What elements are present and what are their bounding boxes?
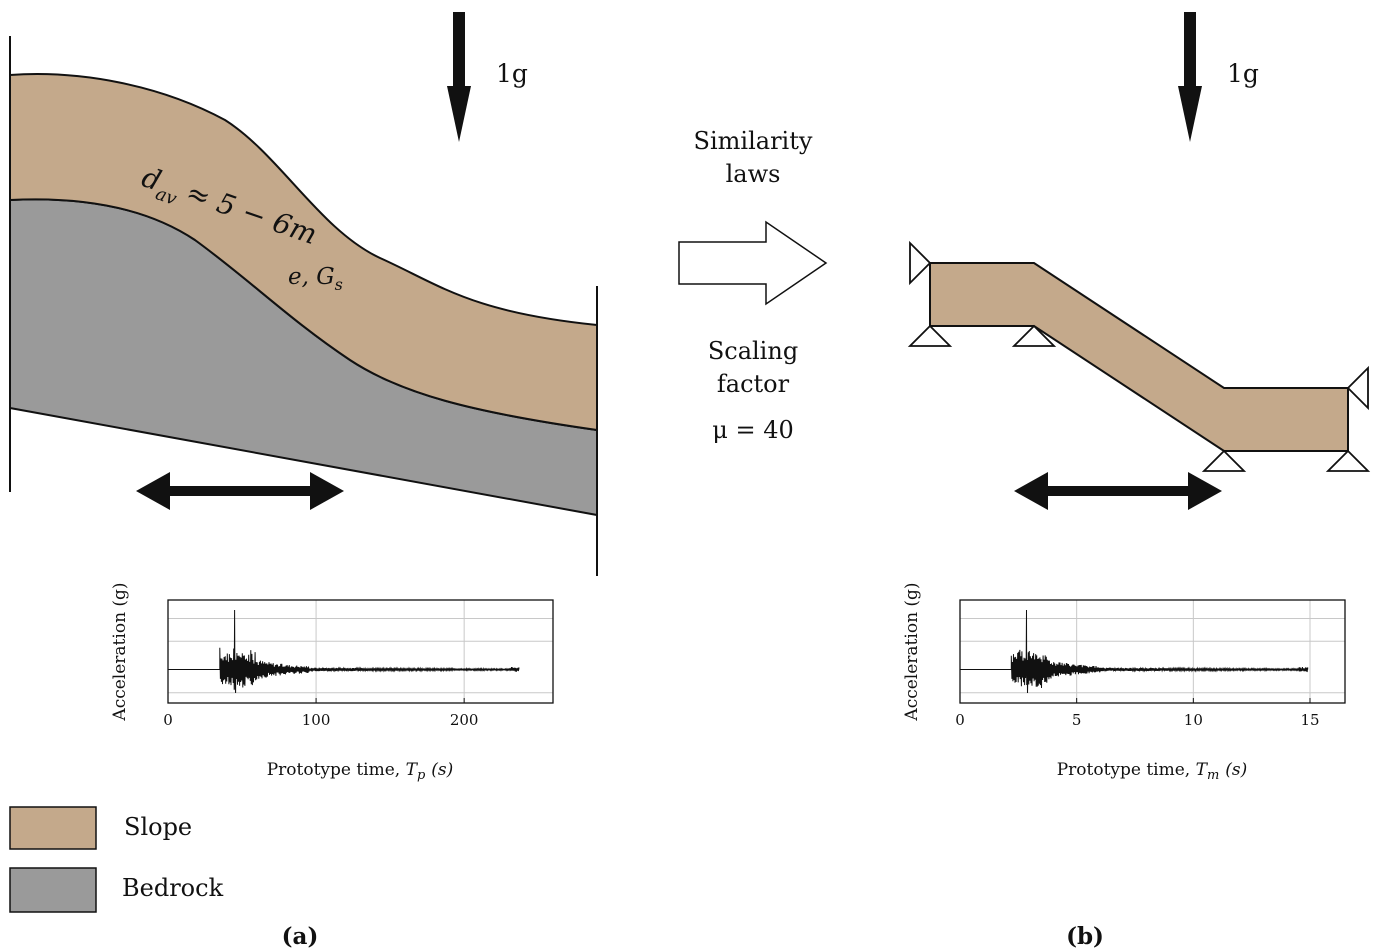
x-tick-label: 0 xyxy=(163,711,173,729)
legend-label-bedrock: Bedrock xyxy=(122,874,224,902)
shaking-arrow-right xyxy=(1014,472,1222,510)
legend: Slope Bedrock xyxy=(9,806,224,913)
prototype-panel: 1g dav≈ 5 − 6m e, Gs xyxy=(9,12,598,576)
shaking-arrow-left xyxy=(136,472,344,510)
legend-swatch-bedrock xyxy=(9,867,97,913)
y-axis-label: Acceleration (g) xyxy=(110,582,130,721)
support-left-pin xyxy=(909,240,932,286)
soil-parameters-label: e, Gs xyxy=(288,264,343,294)
support-roller-3 xyxy=(1201,449,1247,472)
transfer-arrow xyxy=(678,220,828,306)
similarity-block: Similarity laws Scaling factor μ = 40 xyxy=(678,127,828,444)
x-axis-label: Prototype time, Tp (s) xyxy=(267,760,454,783)
plot-frame xyxy=(167,599,554,704)
support-roller-4 xyxy=(1325,449,1371,472)
legend-label-slope: Slope xyxy=(124,813,192,841)
x-tick-label: 100 xyxy=(302,711,331,729)
accelerogram-chart-prototype: 0 100 200 Acceleration (g) Prototype time, T… xyxy=(110,582,554,783)
scaling-text: Scaling xyxy=(708,337,798,365)
x-tick-label: 15 xyxy=(1300,711,1319,729)
support-roller-1 xyxy=(907,324,953,347)
x-tick-label: 200 xyxy=(450,711,479,729)
accelerogram-chart-model: 0 5 10 15 Acceleration (g) Prototype time, Tm… xyxy=(902,582,1346,783)
plot-frame xyxy=(959,599,1346,704)
caption-a: (a) xyxy=(282,923,319,950)
x-tick-label: 10 xyxy=(1184,711,1203,729)
acceleration-signal xyxy=(168,609,520,694)
gravity-label-right: 1g xyxy=(1227,59,1259,88)
caption-b: (b) xyxy=(1066,923,1104,950)
laws-text: laws xyxy=(726,160,781,188)
x-tick-label: 5 xyxy=(1072,711,1082,729)
acceleration-signal xyxy=(960,609,1309,694)
support-right-pin xyxy=(1346,365,1369,411)
similarity-text: Similarity xyxy=(694,127,813,155)
scaling-factor-value: μ = 40 xyxy=(712,416,794,444)
x-tick-label: 0 xyxy=(955,711,965,729)
support-roller-2 xyxy=(1011,324,1057,347)
factor-text: factor xyxy=(717,370,790,398)
gravity-label-left: 1g xyxy=(496,59,528,88)
y-axis-label: Acceleration (g) xyxy=(902,582,922,721)
x-axis-label: Prototype time, Tm (s) xyxy=(1057,760,1248,783)
model-slope xyxy=(929,262,1349,452)
gravity-arrow-left xyxy=(447,12,471,142)
gravity-arrow-right xyxy=(1178,12,1202,142)
legend-swatch-slope xyxy=(9,806,97,850)
model-panel: 1g xyxy=(907,12,1371,510)
